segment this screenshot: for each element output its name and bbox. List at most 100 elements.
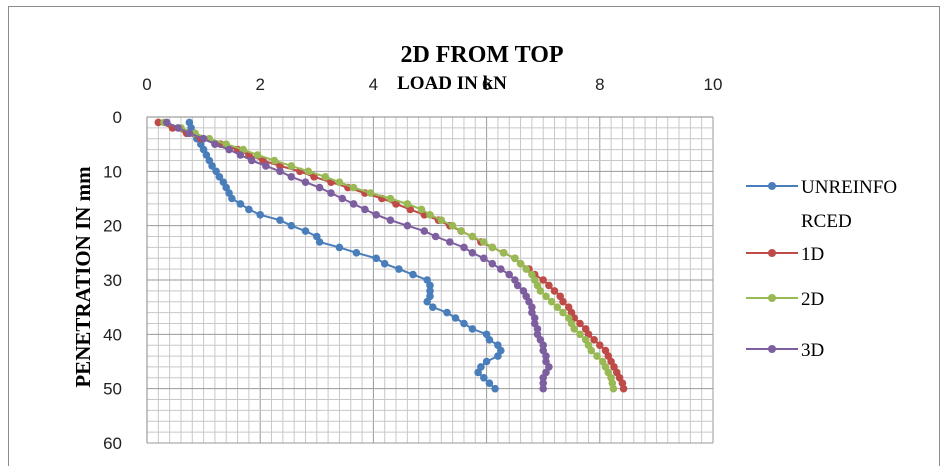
data-point [539,341,547,350]
legend: UNREINFO RCED 1D 2D 3D [746,177,897,361]
data-point [208,162,216,170]
data-point [451,314,460,322]
data-point [154,118,163,127]
data-point [457,227,465,235]
data-point [228,194,236,203]
y-tick-label: 40 [103,325,122,344]
y-tick-label: 20 [103,217,122,236]
series-line [157,121,625,389]
data-point [247,156,256,165]
data-point [480,238,488,246]
data-point [468,249,477,257]
data-point [185,129,194,138]
series-line [188,122,502,390]
data-point [163,118,171,127]
data-point [488,243,497,252]
legend-swatch-marker [768,345,776,353]
axes: 0 2 4 6 8 10 0 10 20 30 40 50 60 [103,75,722,453]
data-point [372,211,381,219]
data-point [609,384,618,393]
data-point [513,281,522,290]
data-point [276,167,284,176]
data-point [482,357,491,366]
data-point [253,151,262,159]
data-point [539,379,547,388]
data-point [596,341,604,350]
data-point [553,303,562,312]
x-tick-label: 0 [142,75,151,94]
data-point [338,194,347,203]
data-point [499,249,508,257]
legend-entry: 2D [746,289,824,310]
data-point [460,319,468,328]
data-point [485,379,494,388]
data-point [547,297,556,306]
data-point [380,259,389,268]
data-point [287,173,296,181]
data-point [429,303,437,312]
data-point [211,140,219,148]
data-point [497,265,505,273]
data-point [270,156,279,165]
data-point [468,325,477,333]
data-point [533,325,542,333]
legend-entry: 3D [746,340,824,361]
data-point [480,254,488,263]
series-unreinforced [185,118,505,393]
data-point [511,254,519,263]
data-point [437,216,446,224]
data-point [516,259,525,268]
x-axis-label: LOAD IN kN [397,73,507,94]
x-tick-label: 2 [255,75,264,94]
data-point [403,221,412,230]
y-tick-label: 50 [103,380,122,399]
data-point [349,183,358,192]
data-point [505,270,513,279]
data-point [366,189,375,197]
chart-frame [8,6,940,466]
legend-entry: UNREINFO RCED [746,177,897,232]
data-point [335,178,344,186]
legend-label: 3D [801,340,824,361]
data-point [310,173,318,181]
data-point [448,221,457,230]
data-point [315,238,324,246]
data-point [559,308,567,317]
data-point [522,265,530,273]
data-point [539,374,547,382]
data-point [225,145,233,154]
data-point [576,330,584,339]
y-tick-label: 0 [113,108,122,127]
data-point [236,151,245,159]
legend-swatch-marker [768,182,776,190]
data-point [417,205,426,214]
data-point [395,265,403,273]
data-point [276,216,284,224]
data-point [276,162,284,170]
x-tick-label: 8 [595,75,604,94]
data-point [545,281,553,290]
data-point [236,200,245,208]
data-point [256,211,265,219]
data-point [559,297,567,306]
legend-label: 2D [801,289,824,310]
data-point [335,243,344,252]
data-point [474,368,482,377]
legend-label: 1D [801,244,824,265]
data-point [426,211,434,219]
series-2d [160,118,618,393]
data-point [372,254,381,263]
data-point [287,221,296,230]
data-point [576,319,584,328]
data-point [460,243,468,252]
legend-swatch-marker [768,294,776,302]
data-point [426,287,434,295]
data-point [593,352,601,360]
data-point [528,303,536,312]
data-point [542,292,550,301]
data-point [327,189,335,197]
series-layer [154,118,628,393]
x-tick-label: 6 [482,75,491,94]
legend-entry: 1D [746,244,824,265]
data-point [539,276,547,284]
